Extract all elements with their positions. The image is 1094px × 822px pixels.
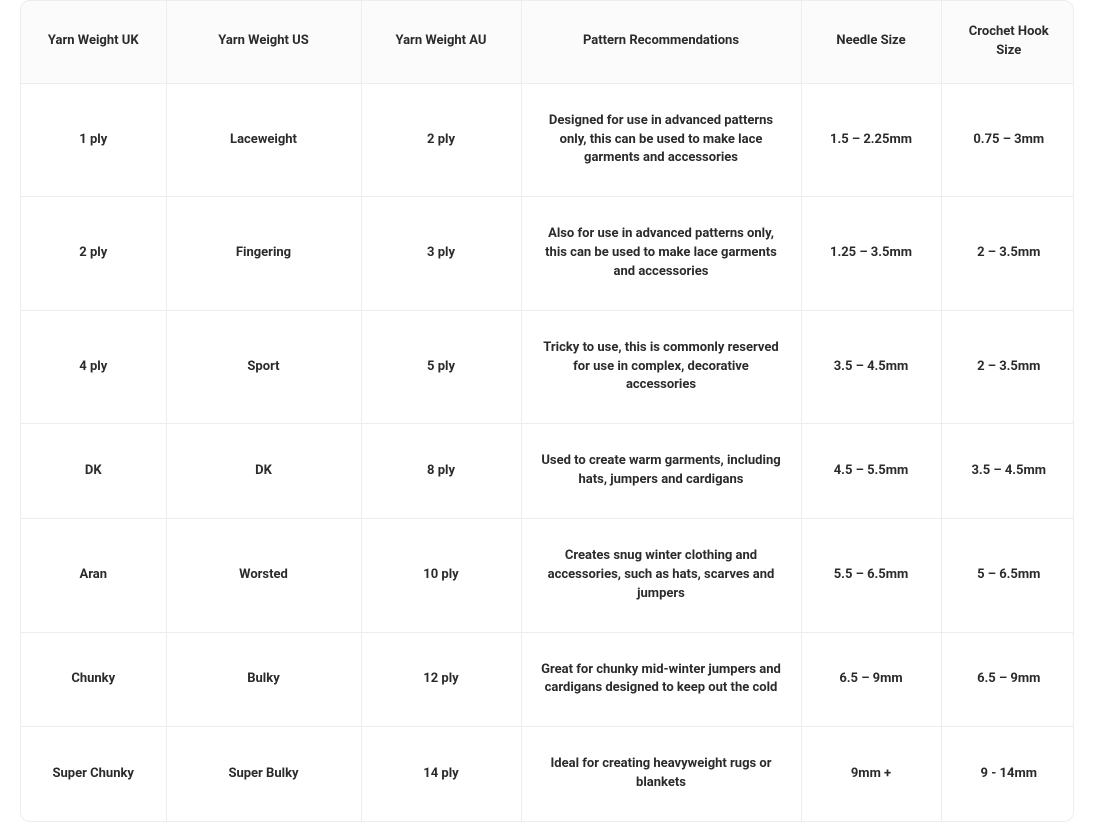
- cell-uk: 4 ply: [21, 310, 166, 424]
- table-header-row: Yarn Weight UK Yarn Weight US Yarn Weigh…: [21, 1, 1074, 83]
- cell-rec: Creates snug winter clothing and accesso…: [521, 518, 801, 632]
- cell-uk: DK: [21, 424, 166, 519]
- cell-uk: 1 ply: [21, 83, 166, 197]
- table-row: Aran Worsted 10 ply Creates snug winter …: [21, 518, 1074, 632]
- cell-us: Fingering: [166, 197, 361, 311]
- cell-nd: 9mm +: [801, 727, 941, 821]
- cell-hk: 5 – 6.5mm: [941, 518, 1074, 632]
- cell-nd: 3.5 – 4.5mm: [801, 310, 941, 424]
- yarn-weight-table: Yarn Weight UK Yarn Weight US Yarn Weigh…: [21, 1, 1074, 821]
- col-header-nd: Needle Size: [801, 1, 941, 83]
- cell-nd: 1.5 – 2.25mm: [801, 83, 941, 197]
- col-header-uk: Yarn Weight UK: [21, 1, 166, 83]
- cell-us: Sport: [166, 310, 361, 424]
- table-row: 1 ply Laceweight 2 ply Designed for use …: [21, 83, 1074, 197]
- cell-us: Bulky: [166, 632, 361, 727]
- cell-us: DK: [166, 424, 361, 519]
- cell-hk: 9 - 14mm: [941, 727, 1074, 821]
- cell-hk: 2 – 3.5mm: [941, 310, 1074, 424]
- cell-au: 2 ply: [361, 83, 521, 197]
- cell-uk: Chunky: [21, 632, 166, 727]
- cell-hk: 6.5 – 9mm: [941, 632, 1074, 727]
- cell-hk: 2 – 3.5mm: [941, 197, 1074, 311]
- cell-au: 8 ply: [361, 424, 521, 519]
- col-header-us: Yarn Weight US: [166, 1, 361, 83]
- cell-nd: 4.5 – 5.5mm: [801, 424, 941, 519]
- cell-us: Worsted: [166, 518, 361, 632]
- cell-us: Laceweight: [166, 83, 361, 197]
- cell-rec: Ideal for creating heavyweight rugs or b…: [521, 727, 801, 821]
- cell-rec: Also for use in advanced patterns only, …: [521, 197, 801, 311]
- cell-nd: 5.5 – 6.5mm: [801, 518, 941, 632]
- col-header-rec: Pattern Recommendations: [521, 1, 801, 83]
- table-row: 4 ply Sport 5 ply Tricky to use, this is…: [21, 310, 1074, 424]
- cell-au: 12 ply: [361, 632, 521, 727]
- table-row: DK DK 8 ply Used to create warm garments…: [21, 424, 1074, 519]
- cell-au: 14 ply: [361, 727, 521, 821]
- col-header-au: Yarn Weight AU: [361, 1, 521, 83]
- cell-nd: 1.25 – 3.5mm: [801, 197, 941, 311]
- table-row: Super Chunky Super Bulky 14 ply Ideal fo…: [21, 727, 1074, 821]
- table-row: 2 ply Fingering 3 ply Also for use in ad…: [21, 197, 1074, 311]
- cell-rec: Tricky to use, this is commonly reserved…: [521, 310, 801, 424]
- cell-rec: Used to create warm garments, including …: [521, 424, 801, 519]
- cell-au: 3 ply: [361, 197, 521, 311]
- cell-us: Super Bulky: [166, 727, 361, 821]
- cell-hk: 3.5 – 4.5mm: [941, 424, 1074, 519]
- table-header: Yarn Weight UK Yarn Weight US Yarn Weigh…: [21, 1, 1074, 83]
- cell-au: 10 ply: [361, 518, 521, 632]
- table-body: 1 ply Laceweight 2 ply Designed for use …: [21, 83, 1074, 821]
- table-row: Chunky Bulky 12 ply Great for chunky mid…: [21, 632, 1074, 727]
- cell-uk: 2 ply: [21, 197, 166, 311]
- col-header-hk: Crochet Hook Size: [941, 1, 1074, 83]
- cell-uk: Aran: [21, 518, 166, 632]
- cell-uk: Super Chunky: [21, 727, 166, 821]
- cell-au: 5 ply: [361, 310, 521, 424]
- cell-rec: Designed for use in advanced patterns on…: [521, 83, 801, 197]
- cell-hk: 0.75 – 3mm: [941, 83, 1074, 197]
- cell-rec: Great for chunky mid-winter jumpers and …: [521, 632, 801, 727]
- yarn-weight-table-container: Yarn Weight UK Yarn Weight US Yarn Weigh…: [20, 0, 1074, 822]
- cell-nd: 6.5 – 9mm: [801, 632, 941, 727]
